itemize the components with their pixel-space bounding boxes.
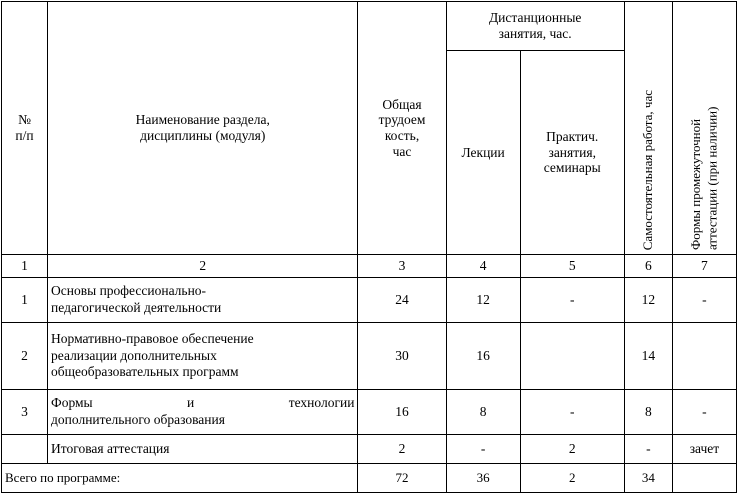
header-assessment-label: Формы промежуточной аттестации (при налич…: [688, 10, 721, 250]
header-practical-line3: семинары: [543, 160, 601, 176]
row-name-line1: Нормативно-правовое обеспечение: [51, 330, 254, 346]
row-total-hours: 2: [357, 434, 447, 464]
header-name-line2: дисциплины (модуля): [140, 128, 266, 143]
total-row-label: Всего по программе:: [0, 463, 359, 493]
total-row-total-hours: 72: [357, 463, 447, 493]
header-total-line1: Общая: [382, 96, 422, 112]
row-name-line1: Основы профессионально-: [51, 283, 207, 299]
table-header-row-1: № п/п Наименование раздела, дисциплины (…: [0, 1, 738, 255]
row-total-hours: 16: [357, 389, 447, 435]
total-row-self-work: 34: [623, 463, 673, 493]
header-cell-name: Наименование раздела, дисциплины (модуля…: [47, 1, 359, 255]
row-total-hours: 24: [357, 277, 447, 323]
row-self-work: 8: [623, 389, 673, 435]
header-assessment-line2: аттестации (при наличии): [704, 106, 720, 250]
row-index: 1: [0, 277, 49, 323]
column-number-7: 7: [671, 254, 738, 278]
header-self-work-vertical-wrap: Самостоятельная работа, час: [628, 6, 669, 250]
row-self-work: 12: [623, 277, 673, 323]
table-total-row: Всего по программе: 72 36 2 34: [0, 463, 738, 493]
row-practical: -: [519, 277, 625, 323]
header-cell-number: № п/п: [0, 1, 49, 255]
header-lectures-label: Лекции: [461, 144, 505, 160]
row-lectures: 16: [445, 322, 521, 390]
header-distance-line1: Дистанционные: [488, 10, 582, 26]
row-index: 3: [0, 389, 49, 435]
header-cell-total-hours: Общая трудоем кость, час: [357, 1, 447, 255]
header-cell-distance-group: Дистанционные занятия, час.: [445, 1, 625, 51]
total-row-practical: 2: [519, 463, 625, 493]
header-cell-lectures: Лекции: [445, 50, 521, 255]
header-self-work-label: Самостоятельная работа, час: [640, 89, 656, 250]
row-section-name: Итоговая аттестация: [47, 434, 359, 464]
header-total-line2: трудоем: [378, 112, 426, 128]
row-name-line2: дополнительного образования: [51, 412, 225, 427]
total-row-assessment-form: [671, 463, 738, 493]
row-self-work: 14: [623, 322, 673, 390]
table-row: 1 Основы профессионально- педагогической…: [0, 277, 738, 323]
column-number-4: 4: [445, 254, 521, 278]
column-number-1: 1: [0, 254, 49, 278]
table-row: Итоговая аттестация 2 - 2 - зачет: [0, 434, 738, 464]
row-index: 2: [0, 322, 49, 390]
table-row: 2 Нормативно-правовое обеспечение реализ…: [0, 322, 738, 390]
row-section-name: Основы профессионально- педагогической д…: [47, 277, 359, 323]
row-assessment-form: -: [671, 277, 738, 323]
row-self-work: -: [623, 434, 673, 464]
row-assessment-form: зачет: [671, 434, 738, 464]
column-numbering-row: 1 2 3 4 5 6 7: [0, 254, 738, 278]
row-name-line2: педагогической деятельности: [51, 300, 222, 315]
row-section-name: Нормативно-правовое обеспечение реализац…: [47, 322, 359, 390]
column-number-3: 3: [357, 254, 447, 278]
header-practical-line2: занятия,: [548, 144, 596, 160]
row-lectures: -: [445, 434, 521, 464]
header-distance-line2: занятия, час.: [498, 26, 572, 41]
header-cell-practical: Практич. занятия, семинары: [519, 50, 625, 255]
row-index: [0, 434, 49, 464]
row-section-name: Формы и технологии дополнительного образ…: [47, 389, 359, 435]
row-assessment-form: -: [671, 389, 738, 435]
table-row: 3 Формы и технологии дополнительного обр…: [0, 389, 738, 435]
row-lectures: 8: [445, 389, 521, 435]
total-row-lectures: 36: [445, 463, 521, 493]
row-name-line1: Итоговая аттестация: [51, 440, 170, 456]
header-cell-assessment-forms: Формы промежуточной аттестации (при налич…: [671, 1, 738, 255]
row-practical: -: [519, 389, 625, 435]
header-number-line1: №: [18, 112, 31, 128]
row-practical: [519, 322, 625, 390]
row-name-line2: реализации дополнительных: [51, 347, 217, 363]
row-name-line3: общеобразовательных программ: [51, 364, 239, 380]
header-name-line1: Наименование раздела,: [135, 112, 270, 128]
header-cell-self-work: Самостоятельная работа, час: [623, 1, 673, 255]
header-assessment-line1: Формы промежуточной: [688, 118, 704, 250]
row-name-line1: Формы и технологии: [51, 395, 355, 411]
row-total-hours: 30: [357, 322, 447, 390]
header-total-line3: кость,: [384, 128, 420, 143]
table-header-row-2: Лекции Практич. занятия, семинары: [2, 50, 737, 255]
row-lectures: 12: [445, 277, 521, 323]
column-number-2: 2: [47, 254, 359, 278]
header-assessment-vertical-wrap: Формы промежуточной аттестации (при налич…: [676, 6, 733, 250]
column-number-6: 6: [623, 254, 673, 278]
header-practical-line1: Практич.: [546, 129, 599, 145]
column-number-5: 5: [519, 254, 625, 278]
header-number-line2: п/п: [15, 128, 34, 143]
header-total-line4: час: [392, 143, 412, 159]
row-practical: 2: [519, 434, 625, 464]
row-assessment-form: [671, 322, 738, 390]
